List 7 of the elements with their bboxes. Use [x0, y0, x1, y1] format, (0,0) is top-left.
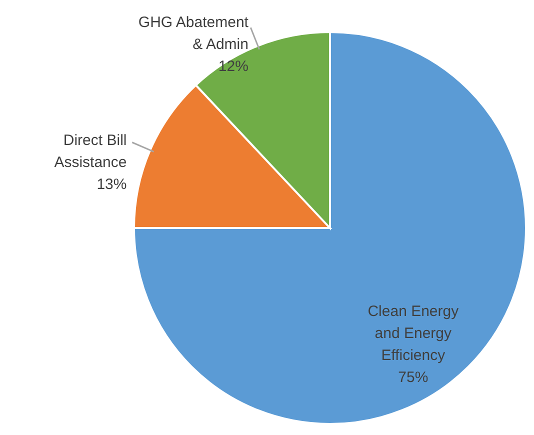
pie-slice [133, 31, 527, 425]
slice-label: Clean Energy and Energy Efficiency [368, 303, 460, 364]
slice-label: GHG Abatement & Admin [138, 14, 250, 54]
slice-label: Direct Bill Assistance [54, 132, 127, 172]
data-label: 12% [218, 58, 248, 76]
data-label: 13% [96, 176, 127, 194]
data-label: 75% [398, 369, 428, 386]
